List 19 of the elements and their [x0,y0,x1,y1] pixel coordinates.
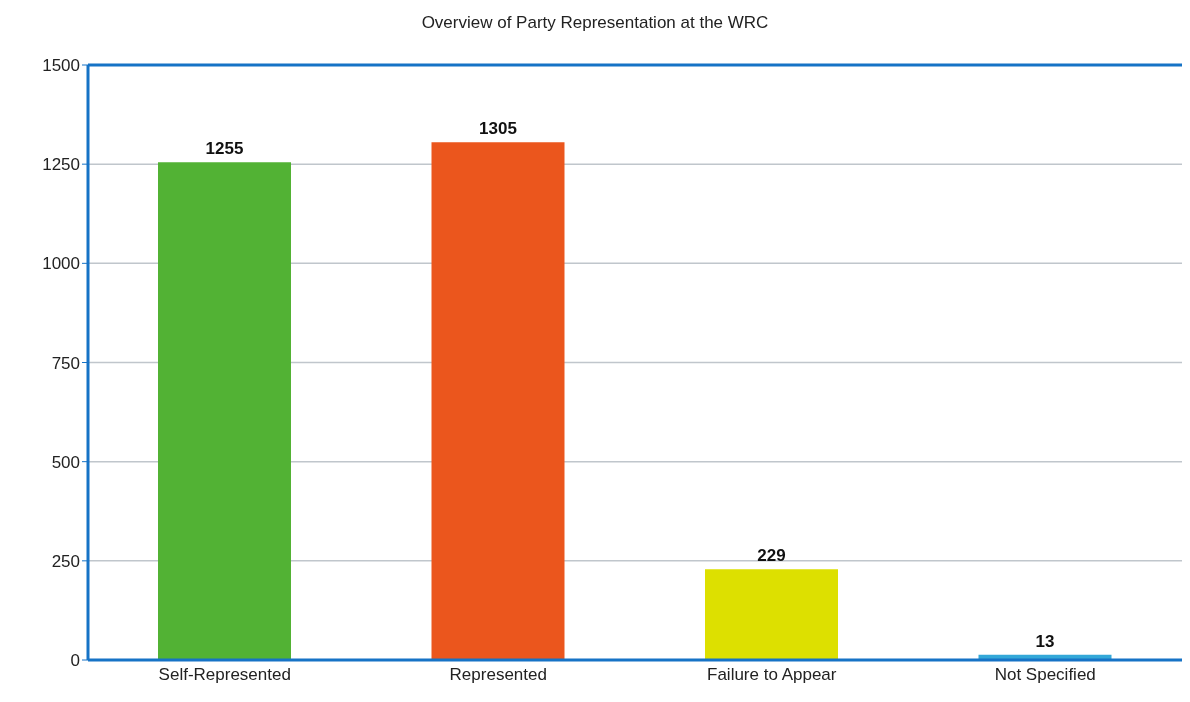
y-tick-label: 1250 [42,155,80,175]
y-tick-label: 750 [51,353,80,373]
chart-title: Overview of Party Representation at the WRC [420,12,770,34]
bar [158,162,291,660]
data-label: 1305 [479,119,517,139]
x-tick-label: Self-Represented [158,665,291,685]
data-label: 1255 [205,139,244,159]
y-tick-label: 250 [51,551,80,571]
x-tick-label: Represented [449,665,547,685]
data-label: 13 [1035,631,1055,651]
bar [431,142,565,660]
y-tick-label: 0 [70,651,80,671]
data-label: 229 [757,546,786,566]
y-tick-label: 1000 [42,254,80,274]
x-tick-label: Not Specified [994,665,1096,685]
y-tick-label: 500 [51,452,80,472]
x-tick-label: Failure to Appear [707,665,837,685]
bar [705,569,838,660]
y-tick-label: 1500 [42,56,80,76]
